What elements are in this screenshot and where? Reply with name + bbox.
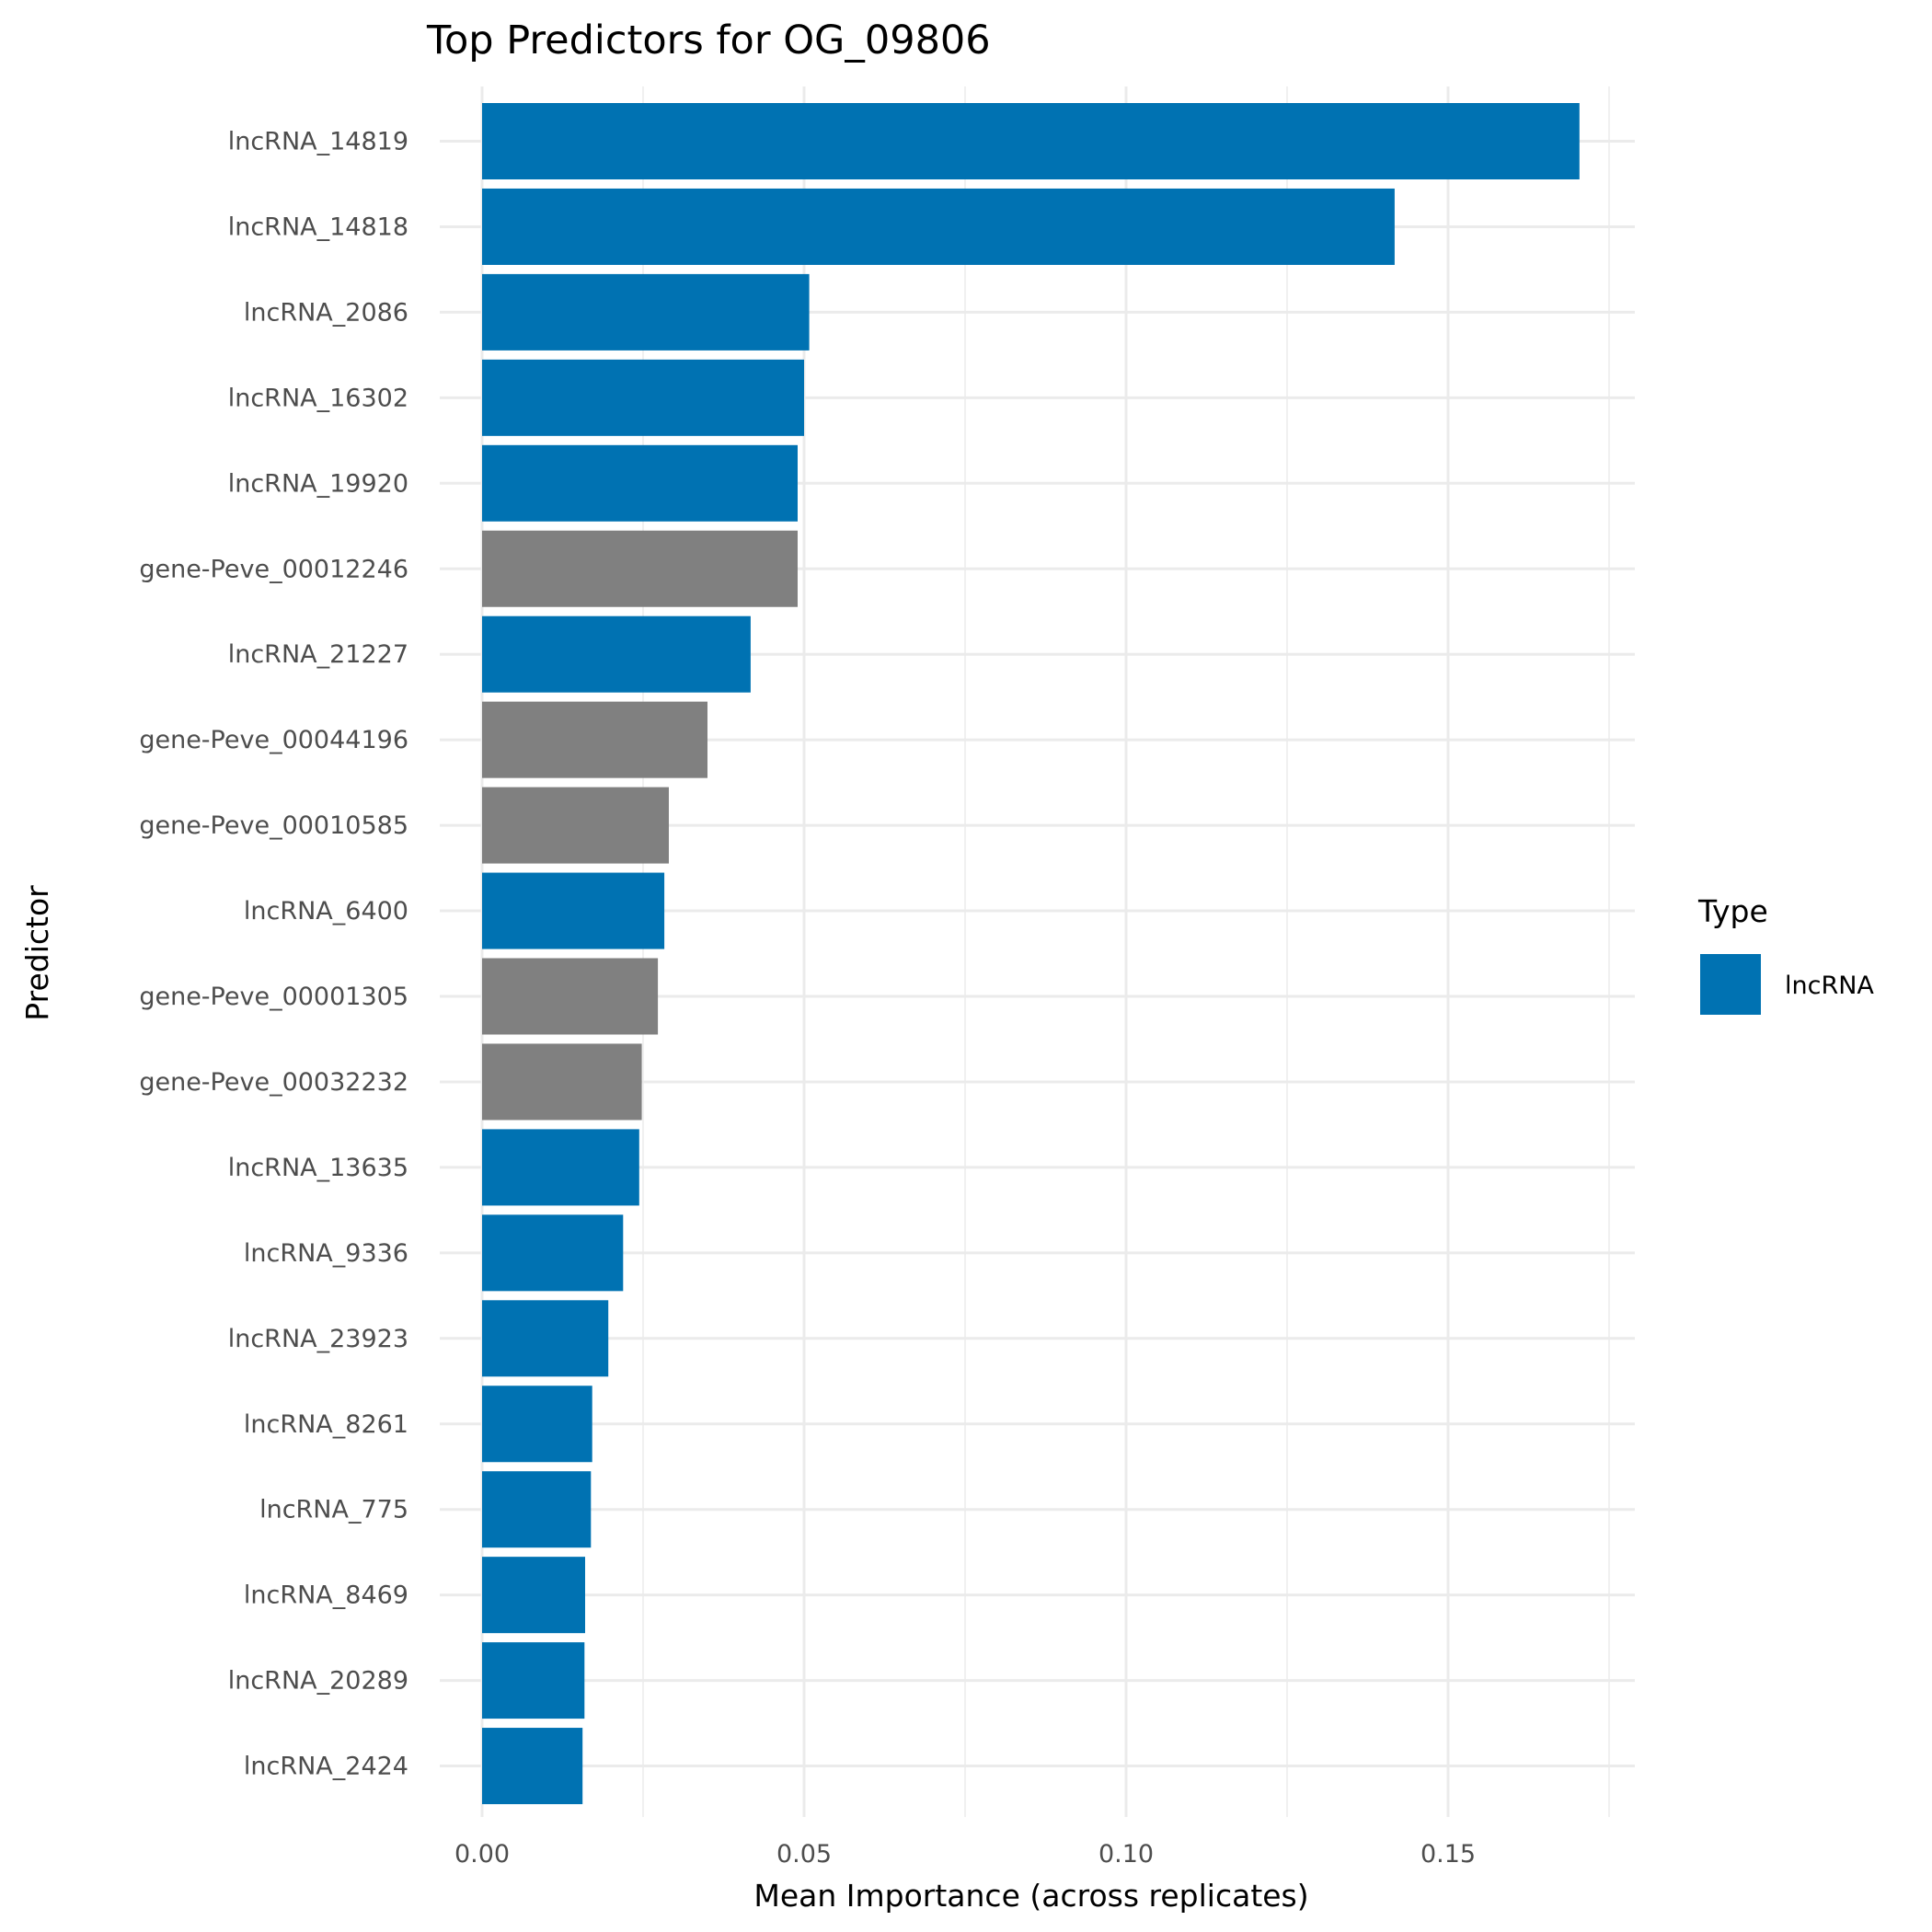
y-tick-label: lncRNA_23923	[228, 1325, 408, 1353]
bar-lncRNA_13635	[482, 1129, 639, 1206]
bar-lncRNA_14819	[482, 103, 1580, 179]
y-tick-label: lncRNA_8261	[244, 1410, 408, 1439]
x-tick-label: 0.05	[776, 1840, 832, 1869]
bar-lncRNA_8469	[482, 1557, 585, 1634]
legend-title: Type	[1697, 893, 1768, 929]
y-tick-label: lncRNA_2086	[244, 298, 408, 327]
y-tick-label: lncRNA_19920	[228, 469, 408, 498]
y-tick-label: lncRNA_21227	[228, 640, 408, 669]
bar-lncRNA_14818	[482, 188, 1395, 265]
y-tick-label: lncRNA_775	[259, 1496, 408, 1524]
bar-lncRNA_19920	[482, 444, 798, 522]
y-tick-label: lncRNA_9336	[244, 1239, 408, 1268]
bar-lncRNA_21227	[482, 615, 751, 693]
bar-gene-Peve_00012246	[482, 530, 798, 607]
bar-lncRNA_16302	[482, 359, 804, 436]
bar-gene-Peve_00032232	[482, 1043, 642, 1121]
bar-lncRNA_8261	[482, 1386, 592, 1463]
y-tick-label: gene-Peve_00032232	[139, 1068, 408, 1097]
bars	[482, 103, 1580, 1805]
y-axis-title: Predictor	[19, 885, 55, 1021]
legend-label-lncrna: lncRNA	[1785, 972, 1874, 1000]
y-tick-label: lncRNA_20289	[228, 1667, 408, 1696]
y-tick-label: gene-Peve_00012246	[139, 555, 408, 583]
chart-title: Top Predictors for OG_09806	[426, 17, 991, 63]
y-tick-label: lncRNA_8469	[244, 1581, 408, 1610]
x-axis-title: Mean Importance (across replicates)	[753, 1878, 1308, 1914]
y-tick-label: gene-Peve_00001305	[139, 983, 408, 1011]
bar-gene-Peve_00001305	[482, 958, 659, 1035]
bar-lncRNA_775	[482, 1471, 592, 1548]
bar-lncRNA_2086	[482, 273, 810, 351]
bar-lncRNA_9336	[482, 1214, 624, 1292]
y-tick-label: lncRNA_6400	[244, 897, 408, 926]
y-tick-label: gene-Peve_00044196	[139, 726, 408, 754]
bar-lncRNA_6400	[482, 872, 665, 949]
x-tick-label: 0.10	[1098, 1840, 1154, 1869]
y-tick-label: lncRNA_13635	[228, 1154, 408, 1182]
y-tick-label: lncRNA_14818	[228, 213, 408, 241]
x-tick-labels: 0.00 0.05 0.10 0.15	[454, 1840, 1476, 1869]
y-tick-labels: lncRNA_14819 lncRNA_14818 lncRNA_2086 lncRN…	[139, 128, 408, 1781]
bar-lncRNA_20289	[482, 1642, 585, 1719]
y-tick-label: gene-Peve_00010585	[139, 811, 408, 840]
y-tick-label: lncRNA_14819	[228, 128, 408, 156]
legend: Type lncRNA	[1697, 893, 1874, 1015]
bar-gene-Peve_00010585	[482, 787, 669, 864]
y-tick-label: lncRNA_16302	[228, 384, 408, 412]
y-tick-label: lncRNA_2424	[244, 1753, 408, 1781]
bar-lncRNA_23923	[482, 1300, 609, 1377]
bar-lncRNA_2424	[482, 1728, 583, 1805]
legend-key-lncrna	[1700, 954, 1761, 1015]
x-tick-label: 0.15	[1420, 1840, 1476, 1869]
x-tick-label: 0.00	[454, 1840, 510, 1869]
bar-gene-Peve_00044196	[482, 701, 707, 778]
